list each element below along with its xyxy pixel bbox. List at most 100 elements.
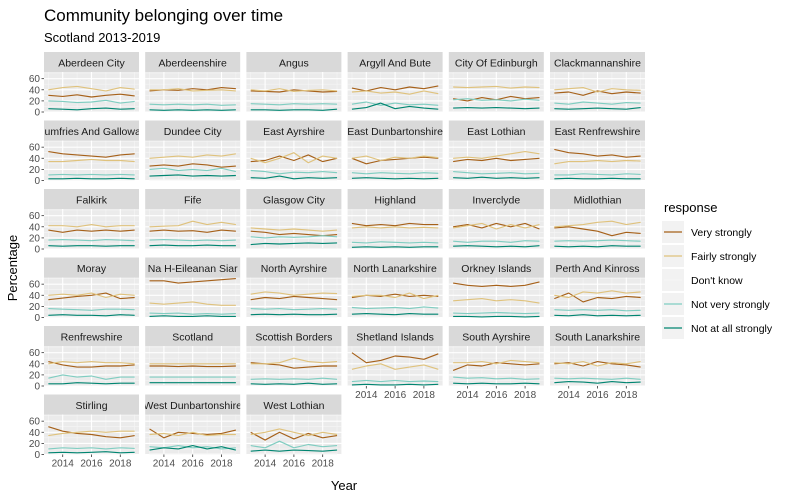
x-tick-label: 2016	[182, 459, 205, 470]
series-line-very-strongly	[250, 154, 338, 163]
series-line-very-strongly	[554, 148, 641, 158]
legend-label: Not very strongly	[691, 299, 771, 311]
legend-label: Fairly strongly	[691, 251, 757, 263]
series-line-fairly-strongly	[453, 298, 540, 304]
y-tick-label: 0	[34, 382, 40, 393]
series-line-very-strongly	[149, 365, 236, 368]
panel-fife: Fife	[145, 189, 241, 250]
series-line-not-very-strongly	[453, 311, 540, 315]
series-line-fairly-strongly	[149, 431, 236, 437]
strip-background	[550, 257, 645, 278]
strip-background	[448, 189, 544, 209]
series-line-very-strongly	[149, 229, 236, 233]
series-line-fairly-strongly	[351, 155, 439, 162]
series-line-very-strongly	[48, 229, 135, 233]
series-line-not-very-strongly	[149, 312, 236, 315]
series-line-not-at-all-strongly	[48, 451, 135, 454]
series-line-not-very-strongly	[250, 308, 338, 311]
y-tick-label: 60	[29, 417, 41, 428]
strip-background	[246, 120, 342, 141]
series-line-fairly-strongly	[554, 360, 641, 367]
series-line-not-very-strongly	[351, 379, 439, 383]
strip-label: Aberdeenshire	[159, 58, 227, 70]
strip-label: North Lanarkshire	[353, 263, 437, 275]
series-line-fairly-strongly	[48, 292, 135, 299]
series-line-not-very-strongly	[351, 101, 439, 106]
series-line-very-strongly	[48, 360, 135, 368]
series-line-very-strongly	[453, 157, 540, 163]
series-line-not-at-all-strongly	[351, 313, 439, 316]
strip-background	[550, 326, 645, 346]
series-line-fairly-strongly	[48, 223, 135, 228]
series-line-not-at-all-strongly	[48, 314, 135, 317]
series-line-very-strongly	[554, 90, 641, 96]
panel-angus: Angus	[246, 52, 342, 113]
strip-label: Shetland Islands	[356, 332, 434, 344]
panel-west-lothian: West Lothian 2014 2016 2018	[246, 394, 342, 470]
y-tick-label: 40	[29, 85, 41, 96]
strip-label: West Dunbartonshire	[143, 400, 242, 412]
series-line-not-at-all-strongly	[554, 314, 641, 317]
x-tick-label: 2018	[413, 390, 436, 401]
series-line-not-at-all-strongly	[149, 244, 236, 247]
strip-label: Orkney Islands	[461, 263, 531, 275]
series-line-not-at-all-strongly	[453, 245, 540, 248]
x-tick-label: 2016	[283, 459, 306, 470]
series-line-not-very-strongly	[149, 103, 236, 106]
series-line-very-strongly	[554, 226, 641, 237]
series-line-very-strongly	[452, 362, 540, 371]
strip-background	[448, 52, 544, 72]
strip-background	[347, 189, 443, 209]
series-line-very-strongly	[149, 278, 236, 284]
series-line-not-very-strongly	[250, 377, 338, 380]
series-line-fairly-strongly	[149, 301, 236, 306]
strip-background	[347, 326, 443, 346]
series-line-not-very-strongly	[250, 103, 338, 106]
strip-label: Na H-Eileanan Siar	[148, 263, 238, 275]
x-tick-label: 2014	[355, 390, 378, 401]
series-line-not-very-strongly	[554, 309, 641, 312]
series-line-fairly-strongly	[554, 86, 641, 93]
strip-background	[246, 189, 342, 209]
series-line-not-very-strongly	[250, 169, 338, 175]
strip-background	[44, 326, 139, 346]
strip-label: East Lothian	[467, 126, 526, 138]
strip-background	[145, 120, 241, 141]
legend-item-don-t-know: Don't know	[662, 269, 743, 291]
x-tick-label: 2018	[312, 459, 335, 470]
panel-east-ayrshire: East Ayrshire	[246, 120, 342, 182]
strip-label: Scottish Borders	[255, 332, 332, 344]
y-tick-label: 40	[29, 428, 41, 439]
strip-background	[44, 257, 139, 278]
x-tick-label: 2014	[254, 459, 277, 470]
x-tick-label: 2018	[210, 459, 233, 470]
strip-label: Midlothian	[574, 195, 622, 207]
series-line-not-at-all-strongly	[554, 177, 641, 180]
strip-background	[550, 189, 645, 209]
series-line-fairly-strongly	[351, 226, 439, 229]
series-line-not-at-all-strongly	[250, 175, 338, 180]
series-line-not-very-strongly	[48, 238, 135, 242]
series-line-not-very-strongly	[554, 101, 641, 105]
series-line-not-very-strongly	[554, 377, 641, 380]
series-line-not-at-all-strongly	[250, 242, 338, 246]
series-line-fairly-strongly	[351, 90, 439, 95]
chart-subtitle: Scotland 2013-2019	[44, 30, 160, 45]
y-axis-title: Percentage	[5, 235, 20, 302]
series-line-not-at-all-strongly	[48, 177, 135, 180]
series-line-very-strongly	[250, 431, 338, 441]
series-line-fairly-strongly	[453, 85, 540, 89]
x-tick-label: 2014	[153, 459, 176, 470]
y-tick-label: 20	[29, 370, 41, 381]
y-tick-label: 20	[29, 165, 41, 176]
series-line-fairly-strongly	[149, 153, 236, 159]
series-line-fairly-strongly	[453, 151, 540, 159]
strip-background	[44, 394, 139, 415]
strip-label: Renfrewshire	[61, 332, 123, 344]
panel-scottish-borders: Scottish Borders	[246, 326, 342, 387]
strip-label: Dundee City	[164, 126, 223, 138]
